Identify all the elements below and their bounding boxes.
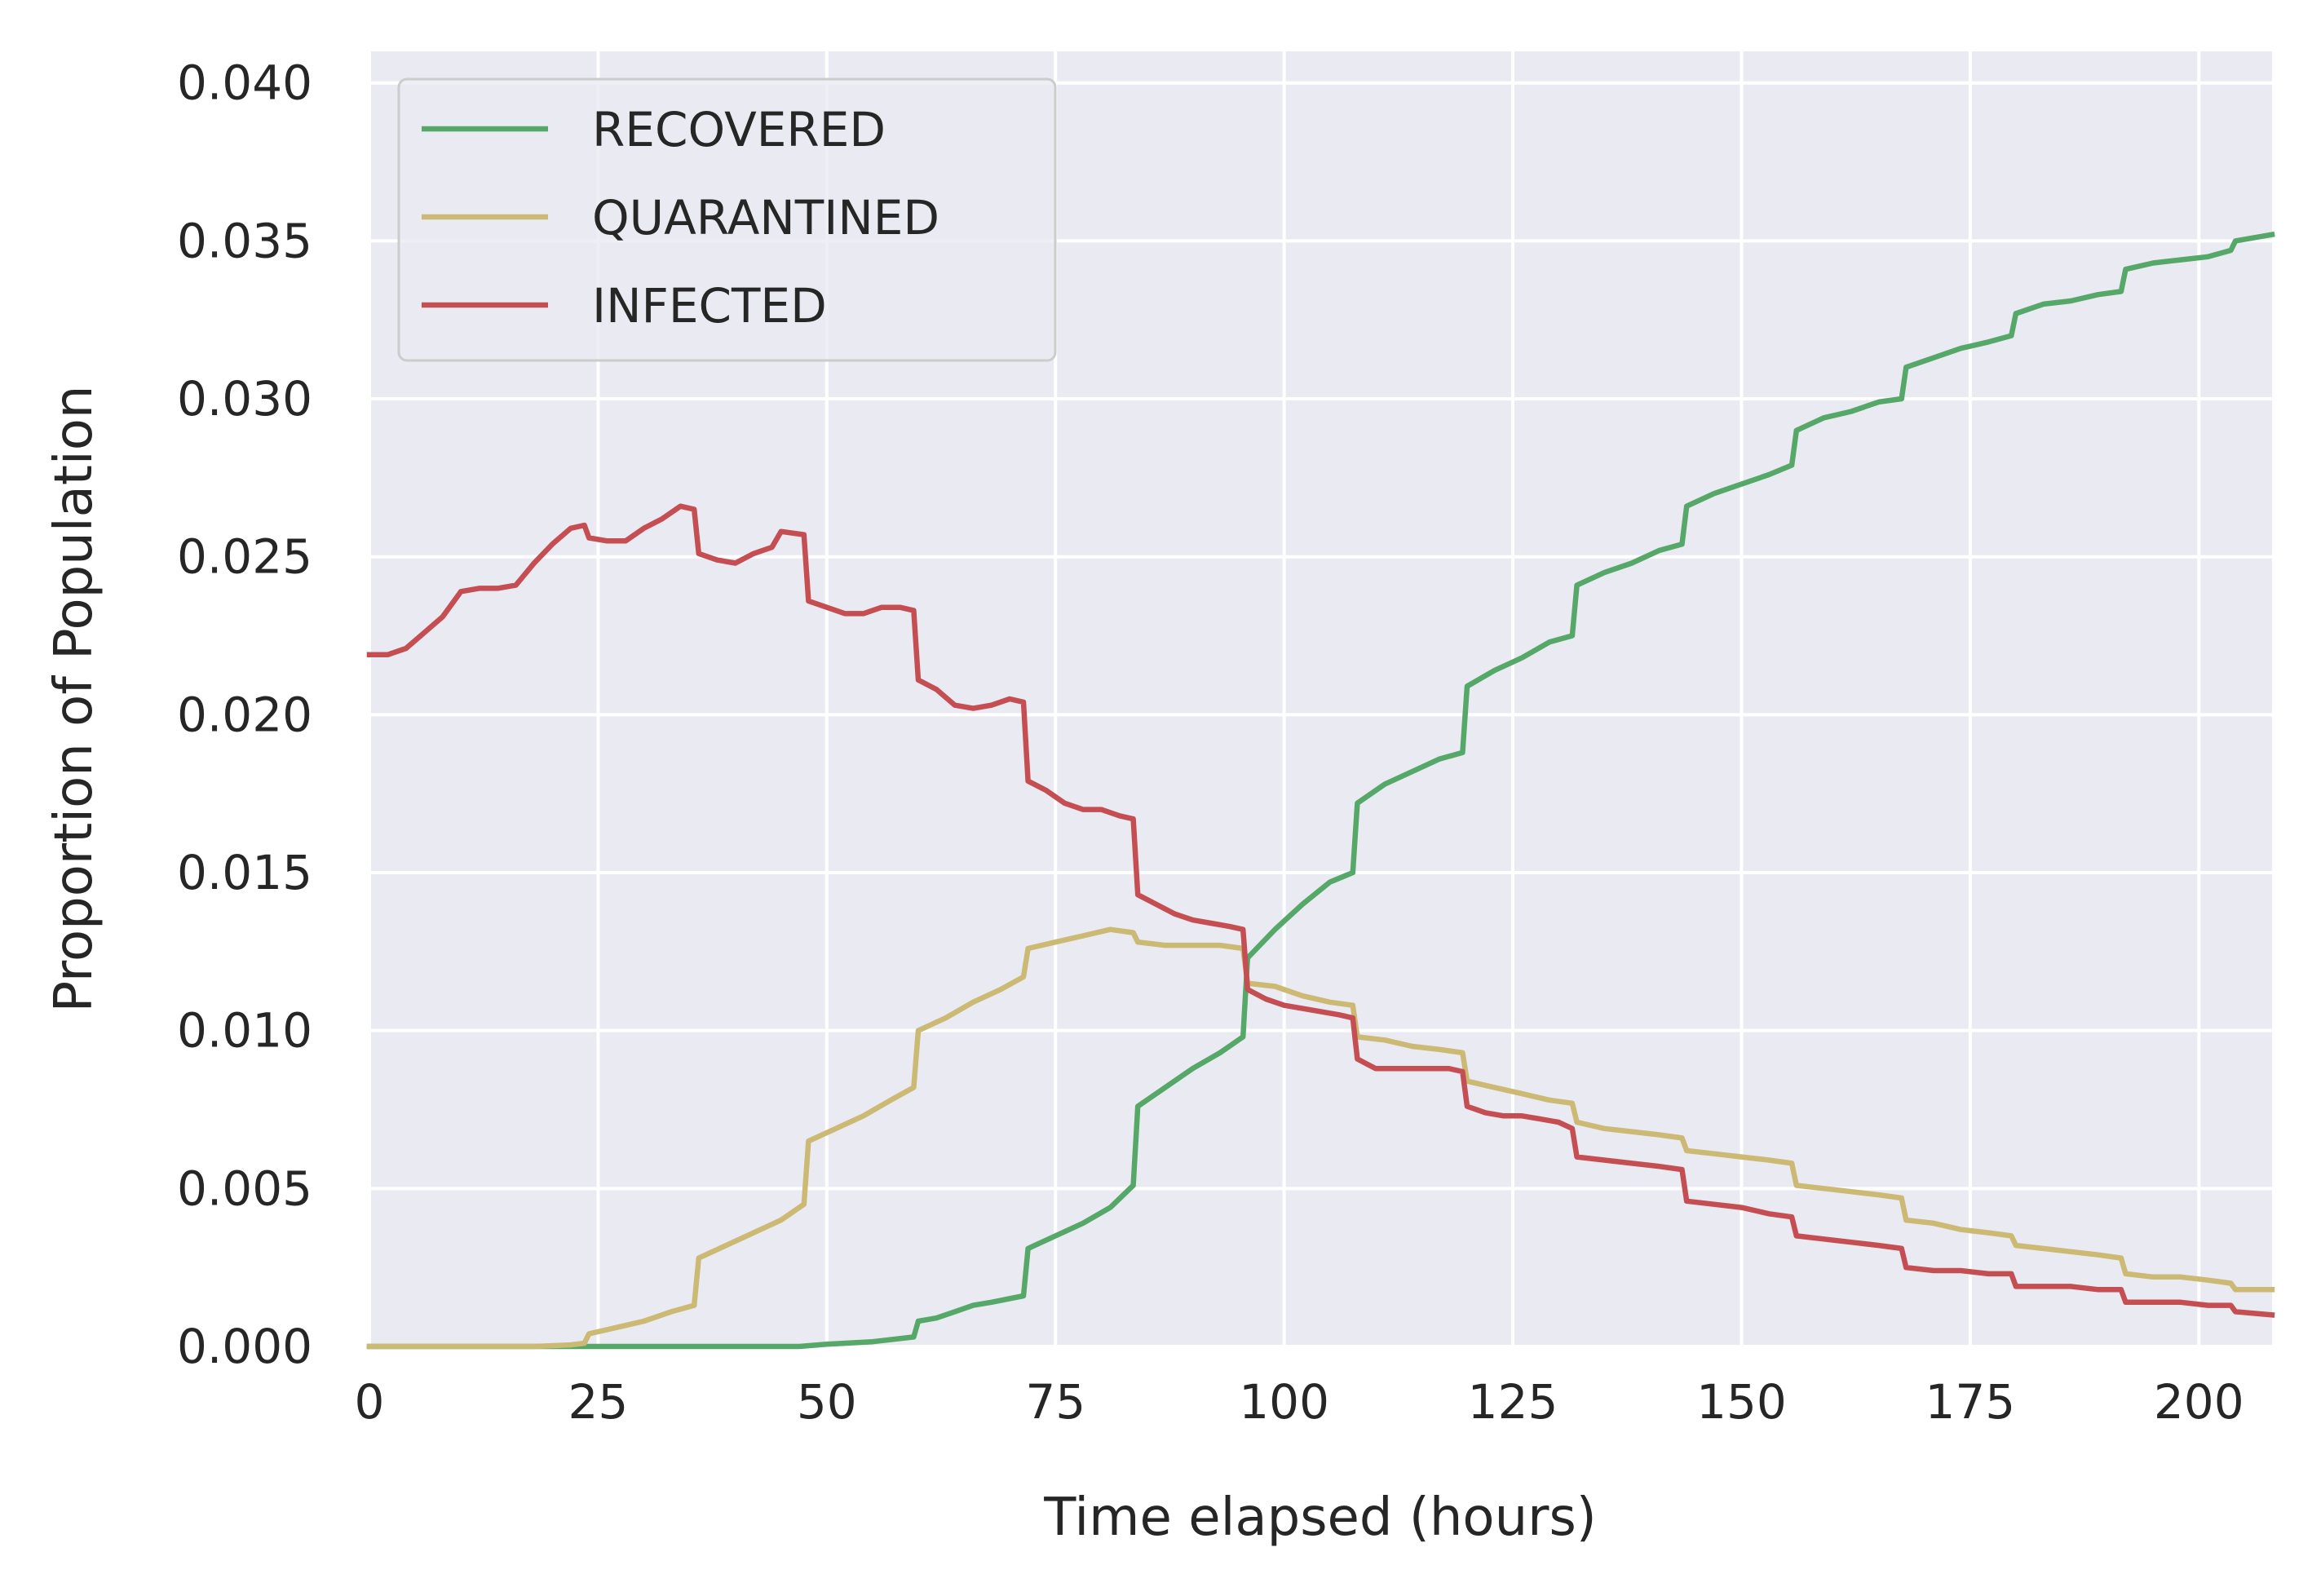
x-tick-label: 50 — [797, 1374, 857, 1430]
y-tick-label: 0.030 — [177, 371, 312, 427]
x-tick-label: 200 — [2154, 1374, 2244, 1430]
series-line-quarantined — [366, 926, 2275, 1350]
series-line-infected — [366, 503, 2275, 1318]
y-tick-labels: 0.000 0.005 0.010 0.015 0.020 0.025 0.030 0.035… — [177, 55, 312, 1374]
y-tick-label: 0.025 — [177, 529, 312, 585]
y-tick-label: 0.020 — [177, 687, 312, 742]
y-tick-label: 0.010 — [177, 1003, 312, 1059]
y-axis-label: Proportion of Population — [44, 386, 104, 1013]
x-axis-label: Time elapsed (hours) — [1043, 1488, 1597, 1548]
series-layer — [366, 231, 2275, 1350]
x-tick-label: 125 — [1468, 1374, 1558, 1430]
legend-label-recovered: RECOVERED — [592, 102, 886, 157]
y-tick-label: 0.005 — [177, 1161, 312, 1216]
x-tick-label: 0 — [355, 1374, 385, 1430]
x-tick-label: 25 — [568, 1374, 629, 1430]
x-tick-label: 100 — [1239, 1374, 1329, 1430]
x-tick-label: 150 — [1696, 1374, 1787, 1430]
legend: RECOVERED QUARANTINED INFECTED — [397, 77, 1057, 362]
x-tick-label: 75 — [1025, 1374, 1085, 1430]
x-tick-labels: 0 25 50 75 100 125 150 175 200 — [355, 1374, 2244, 1430]
y-tick-label: 0.015 — [177, 845, 312, 900]
legend-label-quarantined: QUARANTINED — [592, 190, 939, 245]
y-tick-label: 0.035 — [177, 213, 312, 268]
x-tick-label: 175 — [1925, 1374, 2016, 1430]
y-tick-label: 0.000 — [177, 1319, 312, 1374]
legend-box — [397, 77, 1057, 362]
y-tick-label: 0.040 — [177, 55, 312, 111]
series-line-recovered — [366, 231, 2275, 1350]
legend-label-infected: INFECTED — [592, 278, 827, 334]
